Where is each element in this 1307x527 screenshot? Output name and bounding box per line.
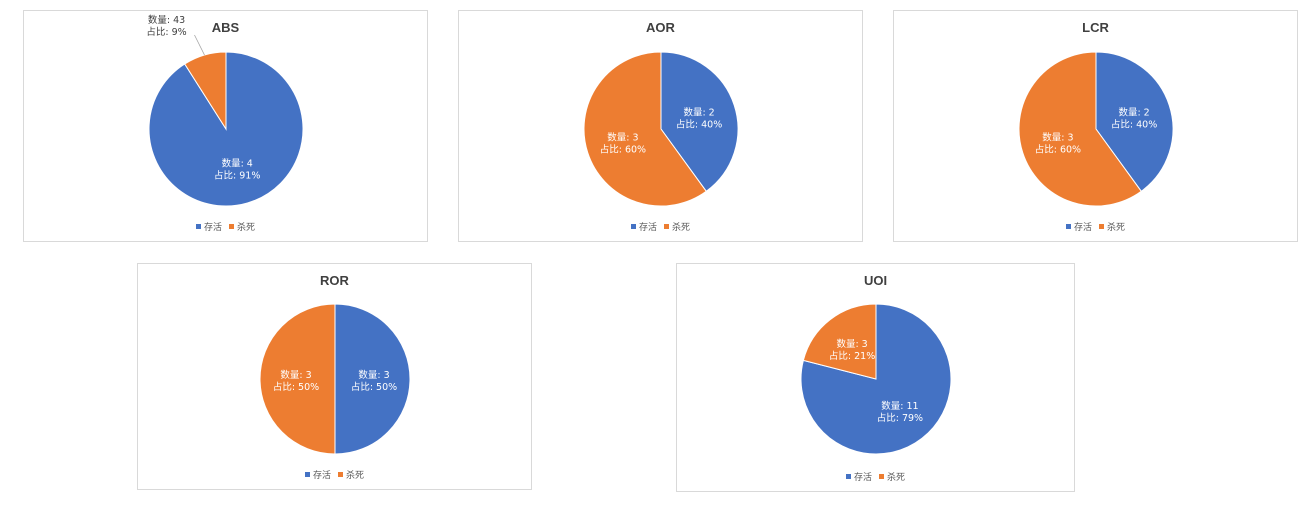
data-label-count: 数量: 3 — [607, 131, 638, 143]
legend-swatch-killed — [228, 224, 234, 229]
chart-title: ROR — [320, 273, 349, 288]
data-label-share: 占比: 60% — [600, 143, 646, 155]
legend-item: 杀死 — [228, 220, 255, 233]
pie-slice-killed — [1018, 51, 1142, 207]
pie-slice-survived — [660, 51, 739, 192]
data-label-count: 数量: 3 — [836, 338, 867, 350]
legend-swatch-survived — [846, 474, 852, 479]
legend-label: 杀死 — [671, 223, 690, 233]
pie-slice-survived — [1095, 51, 1174, 192]
chart-legend: 存活 杀死 — [138, 468, 531, 481]
legend-label: 存活 — [639, 223, 658, 233]
data-label-count: 数量: 11 — [881, 400, 918, 412]
legend-label: 杀死 — [1106, 223, 1125, 233]
legend-swatch-killed — [337, 472, 343, 477]
data-label-count: 数量: 2 — [1118, 107, 1149, 119]
legend-item: 杀死 — [337, 468, 364, 481]
legend-label: 杀死 — [345, 471, 364, 481]
data-label-share: 占比: 40% — [1111, 119, 1157, 131]
data-label-share: 占比: 91% — [214, 170, 260, 182]
legend-item: 存活 — [196, 220, 222, 233]
pie-chart: 数量: 2占比: 40% 数量: 3占比: 60% — [583, 51, 739, 207]
legend-item: 杀死 — [1098, 220, 1125, 233]
legend-label: 杀死 — [886, 473, 905, 483]
data-label-count: 数量: 43 — [148, 14, 185, 26]
legend-item: 存活 — [631, 220, 657, 233]
data-label-count: 数量: 3 — [358, 369, 389, 381]
chart-panel-lcr: LCR 数量: 2 占比: 40% 数量: 3 占比: 60% 存活 杀死 — [893, 10, 1298, 242]
legend-swatch-survived — [1066, 224, 1072, 229]
data-label-share: 占比: 40% — [676, 119, 722, 131]
pie-slice-killed — [259, 303, 336, 455]
leader-line — [194, 34, 205, 56]
chart-legend: 存活 杀死 — [24, 220, 427, 233]
legend-label: 存活 — [204, 223, 223, 233]
data-label-share: 占比: 21% — [829, 350, 875, 362]
legend-label: 存活 — [1074, 223, 1093, 233]
chart-legend: 存活 杀死 — [459, 220, 862, 233]
data-label-share: 占比: 50% — [351, 381, 397, 393]
legend-item: 存活 — [1066, 220, 1092, 233]
data-label-count: 数量: 3 — [280, 369, 311, 381]
chart-title: AOR — [646, 20, 675, 35]
legend-swatch-survived — [196, 224, 202, 229]
legend-swatch-killed — [878, 474, 884, 479]
chart-title: UOI — [863, 273, 888, 288]
data-label-share: 占比: 79% — [877, 412, 923, 424]
pie-chart: 数量: 3占比: 50%数量: 3占比: 50% — [259, 303, 411, 455]
legend-label: 杀死 — [236, 223, 255, 233]
legend-swatch-survived — [305, 472, 311, 477]
data-label-share: 占比: 60% — [1035, 143, 1081, 155]
legend-item: 杀死 — [663, 220, 690, 233]
legend-item: 存活 — [305, 468, 331, 481]
legend-swatch-killed — [1098, 224, 1104, 229]
chart-panel-abs: ABS 数量: 4 占比: 91% 数量: 43 占比: 9% 存活 杀死 — [23, 10, 428, 242]
chart-legend: 存活 杀死 — [894, 220, 1297, 233]
chart-panel-aor: AOR 数量: 2 占比: 40% 数量: 3 占比: 60% 存活 杀死 — [458, 10, 863, 242]
legend-label: 存活 — [854, 473, 873, 483]
data-label-count: 数量: 2 — [683, 107, 714, 119]
pie-slice-killed — [583, 51, 707, 207]
legend-item: 存活 — [846, 470, 872, 483]
pie-slice-killed — [802, 303, 877, 380]
chart-title: LCR — [1082, 20, 1109, 35]
data-label-share: 占比: 50% — [273, 381, 319, 393]
legend-swatch-killed — [663, 224, 669, 229]
data-label-count: 数量: 3 — [1042, 131, 1073, 143]
pie-chart: 数量: 2占比: 40% 数量: 3占比: 60% — [1018, 51, 1174, 207]
chart-panel-ror: ROR 数量: 3 占比: 50% 数量: 3 占比: 50% 存活 杀死 — [137, 263, 532, 490]
legend-swatch-survived — [631, 224, 637, 229]
data-label-count: 数量: 4 — [222, 158, 253, 170]
data-label-share: 占比: 9% — [146, 26, 186, 38]
chart-legend: 存活 杀死 — [677, 470, 1074, 483]
legend-label: 存活 — [313, 471, 332, 481]
legend-item: 杀死 — [878, 470, 905, 483]
chart-panel-uoi: UOI 数量: 11 占比: 79% 数量: 3 占比: 21% 存活 杀死 — [676, 263, 1075, 492]
pie-slice-survived — [334, 303, 411, 455]
chart-title: ABS — [211, 20, 240, 35]
